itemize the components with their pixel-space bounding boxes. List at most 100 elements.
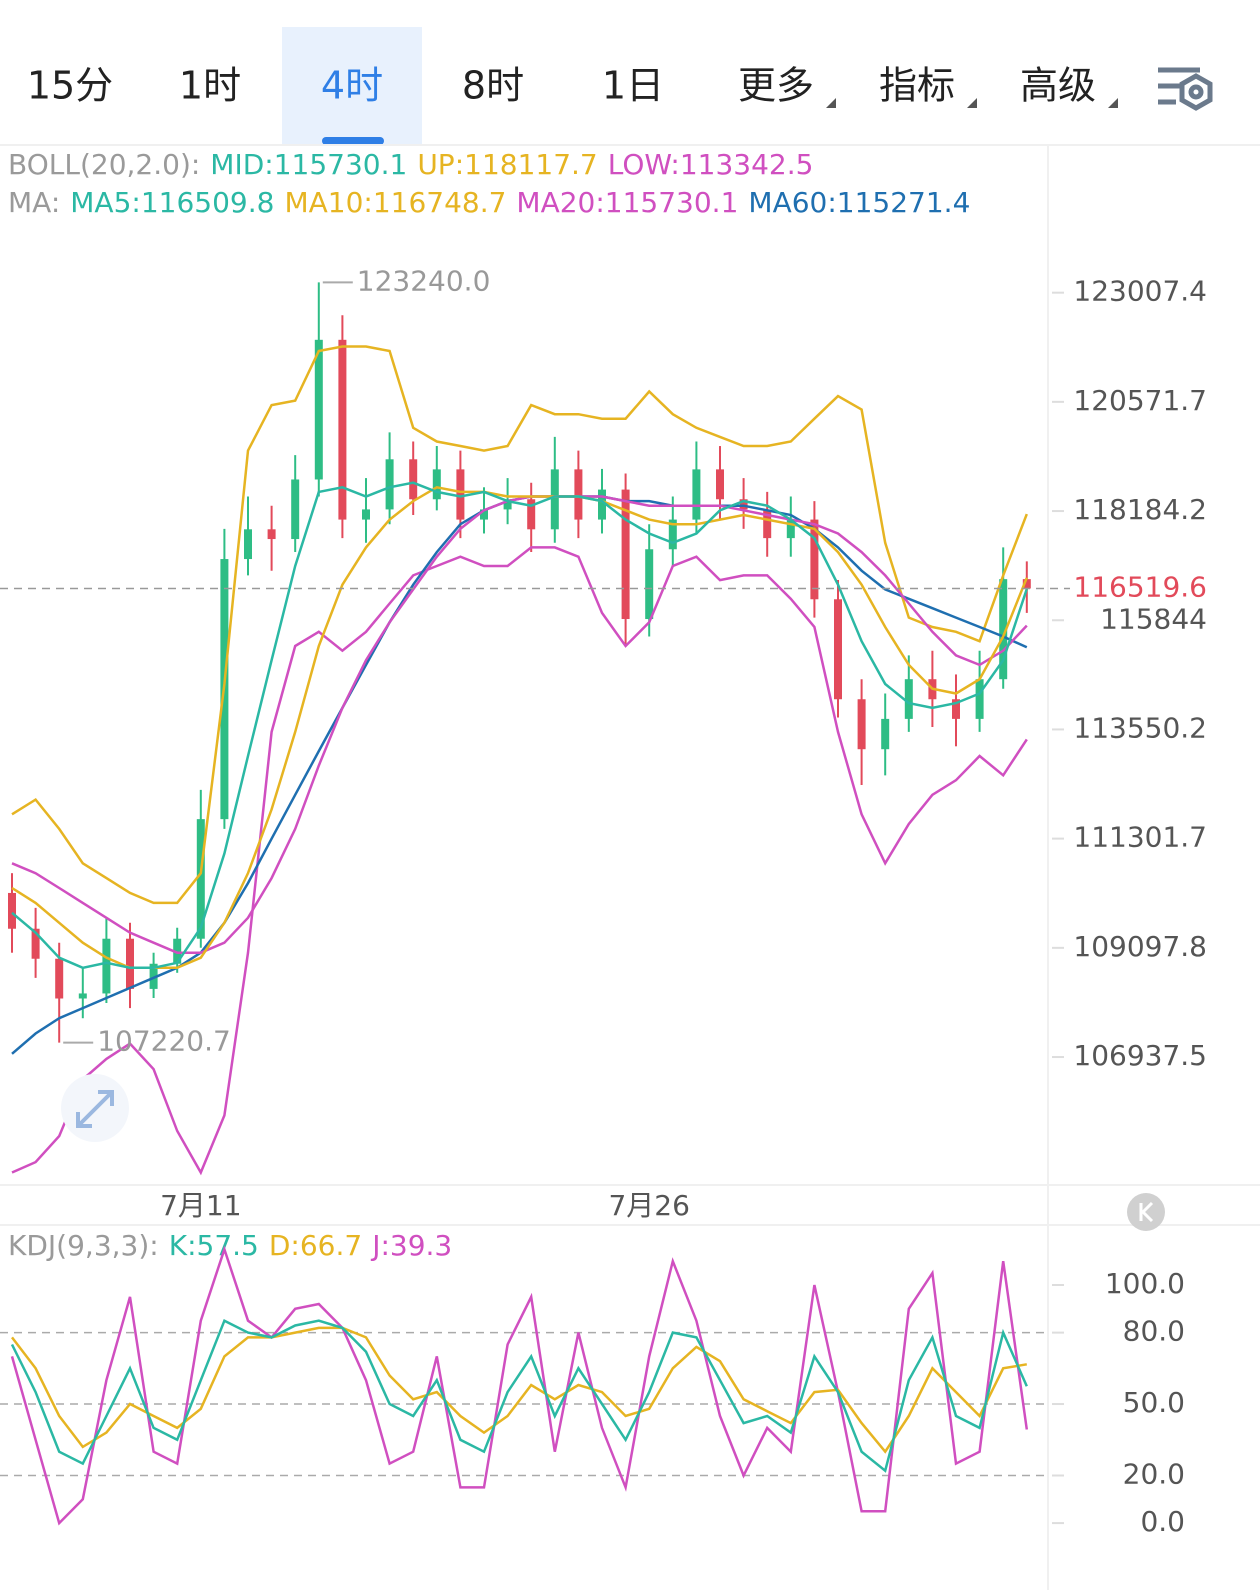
k-button[interactable]: [1127, 1193, 1165, 1231]
indicator-line: [11, 345, 1028, 905]
candle-body: [126, 938, 134, 989]
candle-body: [31, 928, 40, 959]
legend: MA: MA5:116509.8 MA10:116748.7 MA20:115730.…: [8, 186, 970, 219]
indicator-line: [11, 485, 1028, 970]
indicator-line: [11, 546, 1028, 1176]
candle-body: [952, 699, 960, 719]
candle-body: [550, 469, 559, 530]
y-tick-label: 50.0: [1123, 1386, 1185, 1419]
tab[interactable]: 4时: [321, 64, 383, 108]
candle-body: [173, 938, 182, 964]
candle-body: [598, 489, 606, 520]
candle-body: [645, 549, 654, 620]
kdj-line: [10, 1318, 1028, 1473]
legend-item: MA:: [8, 186, 60, 219]
dropdown-mark: [826, 98, 836, 108]
candle-body: [480, 509, 488, 520]
candle-body: [527, 499, 536, 530]
legend: BOLL(20,2.0): MID:115730.1 UP:118117.7 LOW:…: [8, 148, 813, 181]
candle-body: [362, 509, 370, 520]
candle-body: [668, 519, 677, 550]
candle-body: [999, 579, 1008, 680]
candle-body: [621, 489, 630, 620]
candle-body: [149, 963, 158, 989]
tab[interactable]: 15分: [27, 64, 113, 108]
candle-body: [739, 499, 748, 510]
y-tick-label: 120571.7: [1073, 384, 1207, 417]
last-price-bg: [1075, 568, 1215, 609]
y-tick-label: 80.0: [1123, 1315, 1185, 1348]
tab[interactable]: 8时: [462, 64, 524, 108]
min-label: 107220.7: [97, 1025, 231, 1058]
tab[interactable]: 高级: [1020, 64, 1096, 108]
candle-body: [55, 958, 64, 999]
candle-body: [975, 679, 984, 719]
legend-item: BOLL(20,2.0):: [8, 148, 200, 181]
candle-body: [244, 529, 252, 560]
y-tick-label: 123007.4: [1073, 275, 1207, 308]
price-chart: BOLL(20,2.0): MID:115730.1 UP:118117.7 LOW:…: [0, 148, 1215, 1222]
candle-body: [409, 459, 418, 500]
legend-item: KDJ(9,3,3):: [8, 1229, 159, 1262]
y-tick-label: 111301.7: [1073, 821, 1207, 854]
candle-body: [291, 479, 300, 540]
candle-body: [267, 529, 276, 540]
legend-item: K:57.5: [169, 1229, 259, 1262]
y-tick-label: 100.0: [1105, 1267, 1185, 1300]
last-price-label: 116519.6: [1073, 571, 1207, 604]
kdj-line: [10, 1245, 1029, 1526]
candle-body: [857, 699, 866, 750]
max-label: 123240.0: [357, 264, 491, 297]
tab[interactable]: 1时: [179, 64, 241, 108]
candle-body: [834, 599, 842, 700]
candle-body: [78, 993, 87, 999]
tab[interactable]: 更多: [738, 64, 814, 108]
candle-body: [8, 892, 16, 929]
y-tick-label: 0.0: [1140, 1505, 1185, 1538]
x-tick-label: 7月26: [608, 1189, 689, 1222]
candle-body: [503, 499, 512, 510]
legend-item: LOW:113342.5: [608, 148, 814, 181]
candle-body: [456, 469, 465, 520]
candle-body: [338, 339, 347, 520]
indicator-line: [11, 495, 1028, 954]
tab[interactable]: 指标: [879, 64, 955, 108]
y-tick-label: 106937.5: [1073, 1039, 1207, 1072]
legend-item: MA60:115271.4: [748, 186, 970, 219]
y-tick-label: 113550.2: [1073, 711, 1207, 744]
candle-body: [314, 339, 323, 480]
candle-body: [881, 718, 890, 750]
tab-selected-bg: [282, 27, 422, 145]
y-tick-label: 20.0: [1123, 1457, 1185, 1490]
dropdown-mark: [967, 98, 977, 108]
candle-body: [102, 938, 111, 994]
tab-bar: 15分 1时 4时 8时 1日 更多 指标 高级: [27, 27, 1118, 145]
y-tick-label: 109097.8: [1073, 930, 1207, 963]
candle-body: [763, 509, 772, 539]
dropdown-mark: [1108, 98, 1118, 108]
legend-item: UP:118117.7: [417, 148, 597, 181]
expand-button[interactable]: [61, 1074, 129, 1142]
legend-item: MA20:115730.1: [516, 186, 738, 219]
legend: KDJ(9,3,3): K:57.5 D:66.7 J:39.3: [8, 1229, 452, 1262]
settings-icon[interactable]: [1158, 67, 1213, 111]
candle-body: [432, 469, 441, 500]
legend-item: MA10:116748.7: [284, 186, 506, 219]
candle-body: [810, 519, 819, 600]
tab-underline: [322, 137, 384, 145]
legend-item: J:39.3: [370, 1229, 452, 1262]
y-tick-label: 118184.2: [1073, 493, 1207, 526]
kdj-chart: KDJ(9,3,3): K:57.5 D:66.7 J:39.3 100.0 80.0 50…: [0, 1229, 1185, 1538]
legend-item: D:66.7: [269, 1229, 362, 1262]
kdj-line: [11, 1326, 1028, 1454]
legend-item: MA5:116509.8: [70, 186, 274, 219]
candle-body: [904, 679, 913, 719]
legend-item: MID:115730.1: [210, 148, 407, 181]
candle-body: [385, 459, 394, 510]
candle-body: [1022, 579, 1031, 589]
candle-body: [786, 519, 795, 539]
tab[interactable]: 1日: [602, 64, 664, 108]
candle-body: [692, 469, 701, 520]
